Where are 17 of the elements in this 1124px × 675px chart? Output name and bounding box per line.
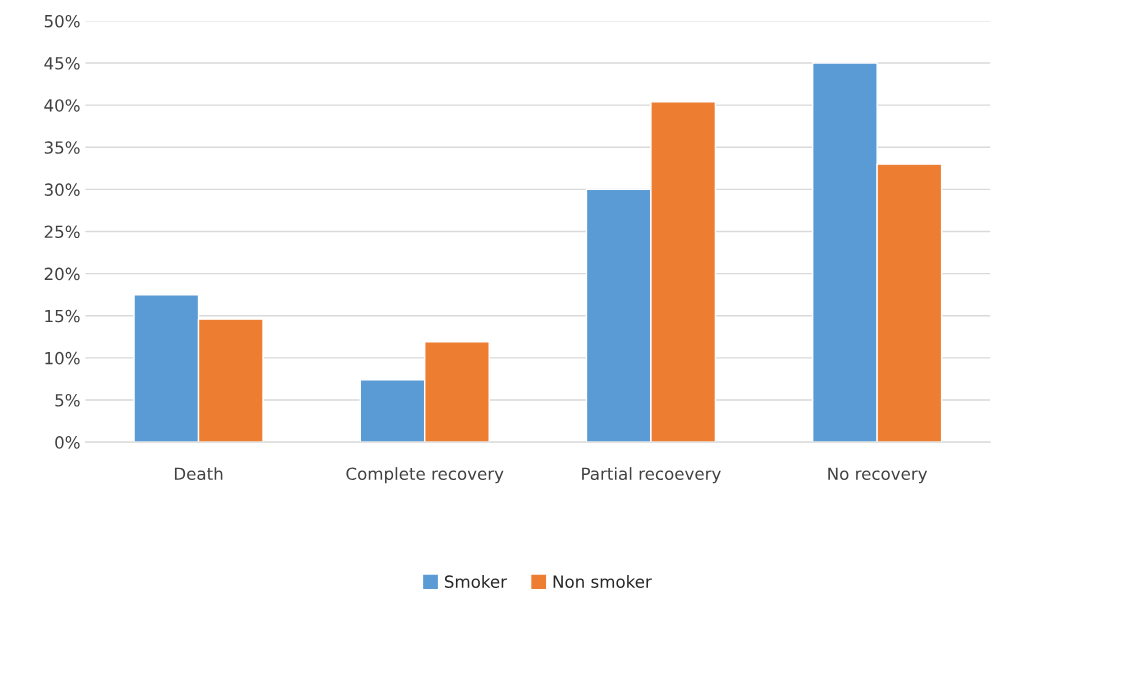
y-tick-label: 25%	[44, 225, 80, 239]
x-tick-label: Partial recoevery	[582, 467, 721, 484]
y-tick-label: 15%	[45, 309, 80, 323]
x-tick-label: Complete recovery	[346, 467, 504, 484]
x-tick-label: No recovery	[828, 467, 928, 484]
y-tick-label: 20%	[44, 267, 80, 281]
y-tick-label: 50%	[44, 14, 80, 28]
y-tick-label: 30%	[44, 183, 80, 196]
y-tick-label: 0%	[55, 436, 80, 449]
legend-label: Non smoker	[553, 575, 652, 588]
x-tick-label: Death	[174, 467, 223, 481]
y-tick-label: 10%	[45, 351, 80, 365]
y-tick-label: 5%	[55, 393, 80, 407]
legend-label: Smoker	[444, 575, 508, 588]
y-tick-label: 40%	[44, 99, 80, 112]
y-tick-label: 45%	[44, 57, 80, 70]
y-tick-label: 35%	[44, 141, 80, 154]
